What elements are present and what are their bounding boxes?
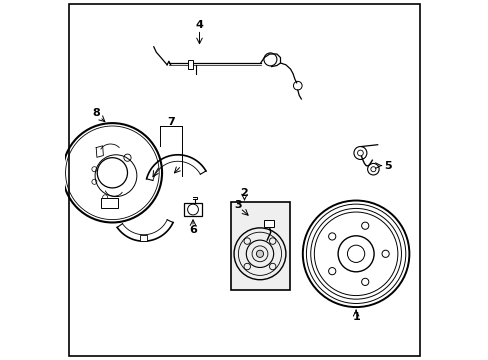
Bar bbox=[230, 202, 289, 290]
Text: 4: 4 bbox=[195, 20, 203, 30]
Bar bbox=[187, 60, 193, 69]
Circle shape bbox=[256, 250, 263, 257]
Text: 3: 3 bbox=[234, 200, 242, 210]
Bar bbox=[184, 203, 201, 216]
Bar bbox=[139, 235, 146, 241]
Circle shape bbox=[370, 167, 375, 172]
Text: 1: 1 bbox=[351, 312, 359, 322]
Text: 2: 2 bbox=[240, 188, 248, 198]
Bar bbox=[101, 198, 118, 208]
Text: 7: 7 bbox=[166, 117, 174, 127]
Bar bbox=[263, 220, 273, 227]
Text: 5: 5 bbox=[384, 161, 391, 171]
Circle shape bbox=[357, 150, 363, 156]
Text: 8: 8 bbox=[92, 108, 100, 118]
Text: 6: 6 bbox=[189, 225, 197, 235]
Circle shape bbox=[347, 245, 364, 262]
